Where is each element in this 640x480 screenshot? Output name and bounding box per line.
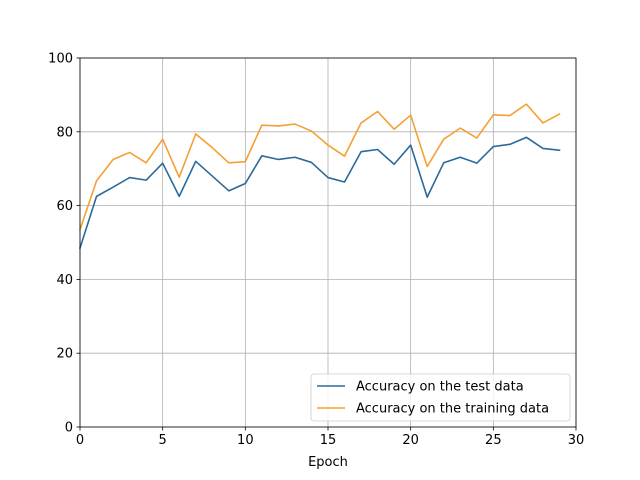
y-tick-label: 60 [56, 199, 73, 214]
y-tick-label: 40 [56, 273, 73, 288]
y-tick-label: 80 [56, 125, 73, 140]
legend-box [310, 373, 571, 422]
x-tick-label: 20 [402, 433, 419, 448]
series-line-test [78, 136, 561, 250]
series-lines [78, 103, 561, 250]
legend-label: Accuracy on the training data [356, 402, 549, 417]
x-axis-ticks: 0 5 10 15 20 25 30 [76, 427, 584, 448]
x-tick-label: 10 [237, 433, 254, 448]
x-tick-label: 15 [320, 433, 337, 448]
x-tick-label: 5 [159, 433, 167, 448]
y-tick-label: 0 [65, 421, 73, 436]
legend-label: Accuracy on the test data [356, 380, 524, 395]
x-axis-label: Epoch [308, 455, 348, 470]
x-tick-label: 25 [485, 433, 502, 448]
series-line-training [78, 103, 561, 231]
y-tick-label: 20 [56, 347, 73, 362]
y-tick-label: 100 [48, 52, 73, 67]
grid-lines [79, 57, 577, 428]
x-tick-label: 0 [76, 433, 84, 448]
x-tick-label: 30 [568, 433, 585, 448]
legend: Accuracy on the test data Accuracy on the… [310, 373, 571, 422]
y-axis-ticks: 0 20 40 60 80 100 [48, 52, 80, 436]
